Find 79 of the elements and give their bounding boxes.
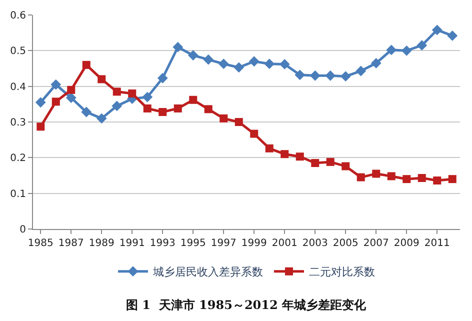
point — [418, 174, 426, 182]
point — [447, 30, 458, 41]
point — [310, 70, 320, 81]
point — [234, 62, 244, 73]
point — [448, 175, 456, 184]
point — [372, 170, 380, 178]
point — [203, 54, 214, 65]
y-tick-label: 0.4 — [10, 82, 26, 93]
y-tick-label: 0.5 — [10, 46, 26, 58]
y-tick-label: 0.3 — [10, 118, 26, 128]
point — [220, 114, 228, 122]
point — [81, 106, 92, 118]
point — [172, 42, 184, 52]
point — [112, 88, 121, 96]
x-tick-label: 1993 — [150, 238, 176, 249]
point — [401, 45, 412, 56]
point — [356, 173, 365, 182]
point — [296, 152, 304, 161]
point — [250, 130, 258, 138]
point — [432, 24, 442, 36]
y-tick-label: 0.1 — [10, 188, 26, 200]
x-tick-label: 1995 — [180, 238, 206, 249]
point — [188, 50, 198, 60]
caption: 图 1 天津市 1985～2012 年城乡差距变化 — [126, 298, 368, 312]
point — [279, 59, 290, 70]
x-tick-label: 1987 — [58, 238, 84, 249]
legend-label: 二元对比系数 — [309, 266, 375, 279]
point — [280, 150, 289, 158]
point — [82, 60, 90, 69]
point — [402, 175, 411, 184]
point — [52, 98, 60, 106]
point — [157, 72, 168, 84]
point — [433, 176, 442, 184]
point — [50, 79, 62, 90]
x-tick-label: 2003 — [302, 238, 328, 249]
point — [326, 158, 334, 166]
point — [340, 71, 351, 82]
point — [325, 70, 336, 81]
point — [265, 144, 274, 152]
point — [128, 89, 136, 98]
point — [248, 56, 260, 67]
point — [356, 66, 366, 76]
legend-label: 城乡居民收入差异系数 — [152, 266, 263, 279]
point — [294, 70, 306, 80]
point — [67, 86, 76, 94]
point — [416, 40, 428, 51]
point — [98, 75, 106, 84]
x-tick-label: 1989 — [88, 238, 114, 249]
point — [370, 58, 382, 68]
point — [142, 92, 153, 102]
point — [66, 92, 76, 103]
point — [158, 108, 167, 116]
x-tick-label: 2011 — [424, 238, 450, 249]
x-tick-label: 1985 — [28, 238, 54, 249]
point — [36, 122, 45, 131]
point — [143, 104, 152, 112]
x-tick-label: 2001 — [272, 238, 298, 249]
x-tick-label: 2007 — [363, 238, 389, 249]
point — [35, 97, 46, 108]
point — [174, 104, 182, 112]
x-tick-label: 2005 — [332, 238, 358, 249]
y-tick-label: 0.6 — [10, 10, 26, 22]
y-tick-label: 0 — [20, 224, 26, 236]
point — [311, 159, 320, 168]
point — [342, 162, 350, 170]
point — [112, 100, 122, 112]
point — [234, 118, 243, 126]
x-tick-label: 2009 — [394, 238, 420, 249]
x-tick-label: 1997 — [210, 238, 236, 249]
point — [189, 96, 198, 104]
point — [218, 58, 229, 70]
point — [96, 113, 107, 124]
x-tick-label: 1999 — [241, 238, 267, 249]
point — [264, 58, 275, 70]
point — [386, 44, 397, 56]
point — [387, 172, 396, 180]
y-tick-label: 0.2 — [10, 153, 26, 164]
point — [204, 105, 212, 114]
x-tick-label: 1991 — [119, 238, 145, 249]
